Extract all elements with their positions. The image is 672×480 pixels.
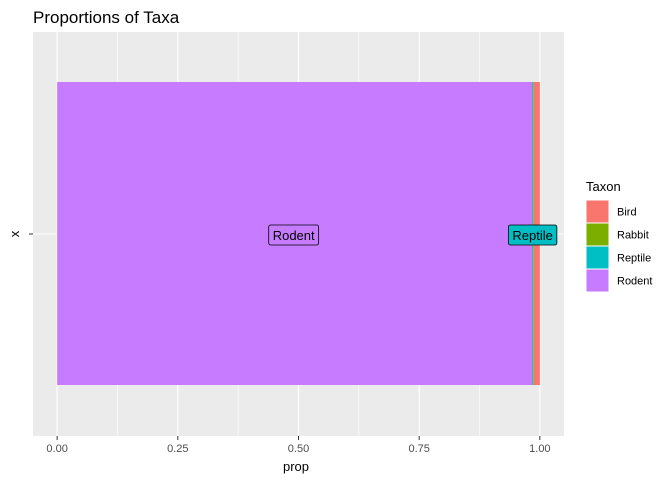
legend-key-bird <box>585 199 610 224</box>
bar-label-rodent: Rodent <box>268 224 320 246</box>
y-axis-title: x <box>7 230 22 237</box>
bar-label-text: Rodent <box>273 228 315 243</box>
legend-label-bird: Bird <box>617 207 637 219</box>
bar-label-box <box>268 224 320 246</box>
legend-label-reptile: Reptile <box>617 253 651 265</box>
legend-title: Taxon <box>586 179 621 194</box>
legend-key-rabbit <box>585 222 610 247</box>
x-tick-label: 0.25 <box>167 443 188 455</box>
legend-label-rodent: Rodent <box>617 276 652 288</box>
legend: Taxon Bird Rabbit Reptile Rodent <box>585 179 652 293</box>
x-axis-ticks: 0.00 0.25 0.50 0.75 1.00 <box>46 436 551 455</box>
bar-label-reptile: Reptile <box>507 224 558 246</box>
chart-title: Proportions of Taxa <box>33 8 180 27</box>
legend-key-rodent <box>585 268 610 293</box>
legend-key-reptile <box>585 245 610 270</box>
x-tick-label: 1.00 <box>529 443 550 455</box>
bar-label-text: Reptile <box>512 228 552 243</box>
x-tick-label: 0.50 <box>288 443 309 455</box>
x-tick-label: 0.75 <box>408 443 429 455</box>
x-axis-title: prop <box>283 459 309 474</box>
bar-labels: Rodent Reptile <box>268 224 558 246</box>
bar-label-box <box>507 224 558 246</box>
legend-label-rabbit: Rabbit <box>617 230 649 242</box>
x-tick-label: 0.00 <box>46 443 67 455</box>
